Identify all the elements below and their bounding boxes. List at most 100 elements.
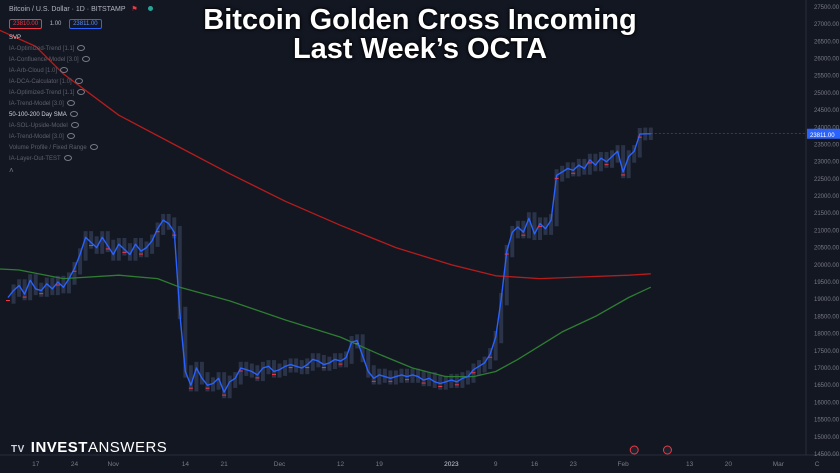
headline-line-1: Bitcoin Golden Cross Incoming (203, 4, 637, 36)
x-tick-label: 16 (531, 461, 539, 468)
legend-label: 50-100-200 Day SMA (9, 112, 67, 118)
y-tick-label: 20000.00 (814, 263, 840, 269)
y-tick-label: 22000.00 (814, 194, 840, 200)
eye-icon[interactable] (89, 144, 98, 151)
eye-icon[interactable] (70, 122, 79, 129)
y-tick-label: 24000.00 (814, 125, 840, 131)
x-tick-label: 17 (32, 461, 40, 468)
x-tick-label: 20 (725, 461, 733, 468)
y-tick-label: 22500.00 (814, 177, 840, 183)
legend-label: IA-Optimized-Trend [1.1] (9, 46, 75, 52)
legend-row[interactable]: Volume Profile / Fixed Range (9, 143, 98, 154)
x-tick-label: 23 (570, 461, 578, 468)
series-line-sma200[interactable] (0, 24, 651, 280)
y-tick-label: 26500.00 (814, 39, 840, 45)
y-tick-label: 15000.00 (814, 435, 840, 441)
legend-row[interactable]: IA-DCA-Calculator [1.0] (9, 77, 98, 88)
legend-label: SVP (9, 35, 22, 41)
x-tick-label: Mar (773, 461, 785, 468)
event-flag-icon[interactable] (662, 445, 672, 455)
x-tick-label: 19 (376, 461, 384, 468)
y-tick-label: 27000.00 (814, 22, 840, 28)
series-line-price[interactable] (7, 133, 651, 393)
y-tick-label: 16000.00 (814, 400, 840, 406)
y-tick-label: 17500.00 (814, 349, 840, 355)
legend-label: IA-Trend-Model [3.0] (9, 101, 64, 107)
legend-label: Volume Profile / Fixed Range (9, 145, 87, 151)
y-tick-label: 25000.00 (814, 91, 840, 97)
eye-icon[interactable] (63, 155, 72, 162)
y-tick-label: 24500.00 (814, 108, 840, 114)
legend-label: IA-Optimized-Trend [1.1] (9, 90, 75, 96)
x-tick-label: 9 (494, 461, 498, 468)
legend-row[interactable]: IA-SOL-Upside-Model (9, 121, 98, 132)
y-tick-label: 15500.00 (814, 418, 840, 424)
y-tick-label: 17000.00 (814, 366, 840, 372)
y-tick-label: 21500.00 (814, 211, 840, 217)
legend-label: IA-DCA-Calculator [1.0] (9, 79, 72, 85)
spread-value: 1.00 (49, 21, 62, 27)
y-tick-label: 19000.00 (814, 297, 840, 303)
legend-row[interactable]: IA-Layer-Out-TEST (9, 154, 98, 165)
x-tick-label: Feb (618, 461, 630, 468)
legend-label: IA-SOL-Upside-Model (9, 123, 68, 129)
legend-row[interactable]: SVP (9, 33, 98, 44)
legend-label: IA-Confluence-Model [3.0] (9, 57, 79, 63)
eye-icon[interactable] (69, 111, 78, 118)
event-flag-icon[interactable] (629, 445, 639, 455)
x-tick-label: C (815, 461, 820, 468)
y-tick-label: 18000.00 (814, 332, 840, 338)
symbol-header[interactable]: Bitcoin / U.S. Dollar · 1D · BITSTAMP ⚑ (9, 5, 153, 13)
x-tick-label: Nov (108, 461, 120, 468)
eye-icon[interactable] (66, 100, 75, 107)
ask-price[interactable]: 23811.00 (69, 19, 102, 29)
legend-row[interactable]: IA-Trend-Model [3.0] (9, 132, 98, 143)
symbol-title[interactable]: Bitcoin / U.S. Dollar · 1D · BITSTAMP (9, 6, 126, 13)
eye-icon[interactable] (60, 67, 69, 74)
eye-icon[interactable] (74, 78, 83, 85)
headline-line-2: Last Week’s OCTA (292, 33, 548, 65)
indicator-legend: SVP IA-Optimized-Trend [1.1] IA-Confluence… (9, 33, 98, 176)
y-tick-label: 14500.00 (814, 452, 840, 458)
collapse-legend-icon[interactable]: ˄ (9, 166, 14, 175)
legend-label: IA-Trend-Model [3.0] (9, 134, 64, 140)
legend-row[interactable]: 50-100-200 Day SMA (9, 110, 98, 121)
brand-watermark: TV INVESTANSWERS (11, 439, 167, 456)
y-tick-label: 20500.00 (814, 246, 840, 252)
y-tick-label: 27500.00 (814, 5, 840, 11)
legend-row[interactable]: IA-Optimized-Trend [1.1] (9, 44, 98, 55)
price-axis-panel[interactable] (806, 0, 840, 473)
tradingview-logo-icon: TV (11, 444, 25, 455)
y-tick-label: 21000.00 (814, 228, 840, 234)
market-status-dot (147, 6, 153, 11)
bid-price[interactable]: 23810.00 (9, 19, 43, 29)
brand-name-light: ANSWERS (87, 439, 168, 456)
x-tick-label: 21 (221, 461, 229, 468)
flag-icon: ⚑ (131, 6, 138, 13)
y-tick-label: 19500.00 (814, 280, 840, 286)
legend-row[interactable]: IA-Optimized-Trend [1.1] (9, 88, 98, 99)
eye-icon[interactable] (66, 133, 75, 140)
series-line-sma50[interactable] (0, 268, 652, 378)
eye-icon[interactable] (81, 56, 90, 63)
x-tick-label: 14 (182, 461, 190, 468)
x-tick-label: 2023 (444, 461, 459, 468)
y-tick-label: 16500.00 (814, 383, 840, 389)
y-tick-label: 25500.00 (814, 74, 840, 80)
legend-row[interactable]: IA-Arb-Cloud [1.0] (9, 66, 98, 77)
last-price-label: 23811.00 (810, 133, 835, 139)
legend-row[interactable]: IA-Trend-Model [3.0] (9, 99, 98, 110)
x-tick-label: 13 (686, 461, 694, 468)
legend-label: IA-Arb-Cloud [1.0] (9, 68, 58, 74)
eye-icon[interactable] (77, 89, 86, 96)
y-tick-label: 18500.00 (814, 314, 840, 320)
y-tick-label: 26000.00 (814, 56, 840, 62)
headline-overlay: Bitcoin Golden Cross Incoming Last Week’… (0, 6, 840, 64)
legend-row[interactable]: IA-Confluence-Model [3.0] (9, 55, 98, 66)
x-tick-label: 12 (337, 461, 345, 468)
last-price-label-box (807, 128, 840, 139)
x-tick-label: 24 (71, 461, 79, 468)
